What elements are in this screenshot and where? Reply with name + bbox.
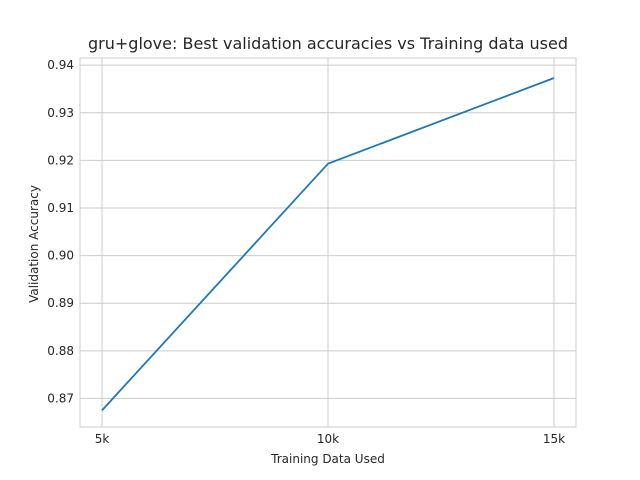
chart-title: gru+glove: Best validation accuracies vs… bbox=[88, 34, 568, 53]
y-axis-label: Validation Accuracy bbox=[27, 185, 41, 303]
x-tick-label: 15k bbox=[543, 432, 565, 446]
y-tick-label: 0.90 bbox=[47, 249, 74, 263]
x-axis-label: Training Data Used bbox=[270, 452, 385, 466]
y-tick-labels: 0.87 0.88 0.89 0.90 0.91 0.92 0.93 0.94 bbox=[47, 58, 74, 405]
x-tick-labels: 5k 10k 15k bbox=[95, 432, 565, 446]
y-tick-label: 0.88 bbox=[47, 344, 74, 358]
series-line bbox=[101, 77, 555, 411]
plot-frame bbox=[79, 57, 577, 428]
y-tick-label: 0.91 bbox=[47, 201, 74, 215]
y-tick-label: 0.92 bbox=[47, 153, 74, 167]
x-tick-label: 5k bbox=[95, 432, 110, 446]
y-tick-label: 0.94 bbox=[47, 58, 74, 72]
y-tick-label: 0.87 bbox=[47, 391, 74, 405]
series-layer bbox=[101, 77, 555, 411]
y-tick-label: 0.89 bbox=[47, 296, 74, 310]
grid-layer bbox=[80, 58, 576, 427]
y-tick-label: 0.93 bbox=[47, 106, 74, 120]
x-tick-label: 10k bbox=[317, 432, 339, 446]
